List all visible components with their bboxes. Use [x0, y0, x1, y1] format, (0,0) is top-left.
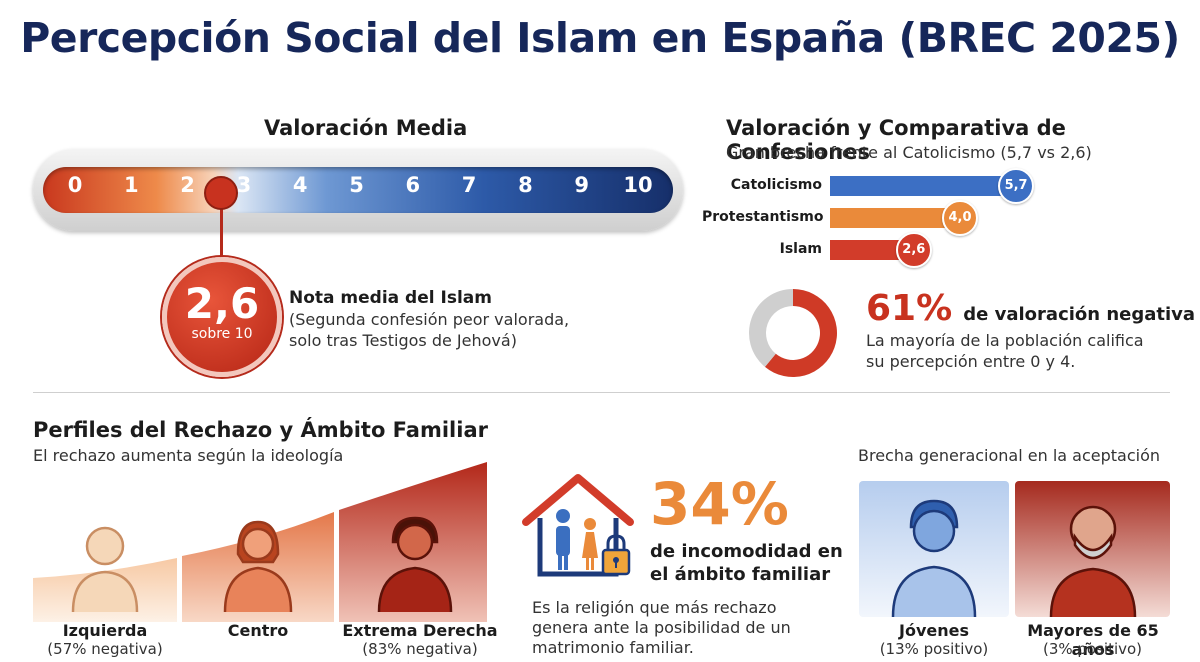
scale-tick: 10: [623, 173, 653, 197]
family-line2: el ámbito familiar: [650, 564, 831, 585]
bar-label: Protestantismo: [702, 209, 824, 225]
average-score-circle: 2,6 sobre 10: [162, 257, 282, 377]
gen-detail-youth: (13% positivo): [879, 640, 989, 658]
profiles-heading: Perfiles del Rechazo y Ámbito Familiar: [33, 418, 488, 442]
scale-tick: 9: [574, 173, 589, 197]
gen-detail-elderly: (3% positivo): [1042, 640, 1143, 658]
scale-tick: 4: [292, 173, 308, 197]
comparison-heading: Valoración y Comparativa de Confesiones: [726, 116, 1066, 164]
negative-label: de valoración negativa: [963, 304, 1196, 325]
page-title: Percepción Social del Islam en España (B…: [20, 14, 1180, 62]
comparison-subtitle: Gran brecha frente al Catolicismo (5,7 v…: [726, 143, 1092, 162]
negative-donut-chart: [749, 289, 837, 377]
scale-heading: Valoración Media: [264, 116, 468, 140]
elderly-card: [1015, 481, 1170, 617]
profile-detail-left: (57% negativa): [47, 640, 163, 658]
note-title: Nota media del Islam: [289, 288, 492, 308]
person-icon: [223, 520, 293, 613]
donut-slice: [749, 289, 793, 367]
person-icon: [71, 526, 139, 613]
bar: [830, 208, 962, 228]
house-family-icon: [522, 474, 634, 577]
negative-line2: su percepción entre 0 y 4.: [866, 352, 1076, 371]
bar-value-label: 2,6: [895, 232, 932, 268]
profile-name-center: Centro: [227, 621, 289, 640]
gen-name-youth: Jóvenes: [899, 621, 969, 640]
bar-value-label: 5,7: [998, 168, 1035, 204]
section-divider: [33, 392, 1170, 393]
bar: [830, 176, 1019, 196]
ideology-rising-chart: [33, 462, 487, 622]
bar-label: Islam: [779, 241, 822, 257]
scale-tick: 1: [123, 173, 139, 197]
scale-marker: [204, 176, 239, 210]
profile-name-right: Extrema Derecha: [342, 621, 498, 640]
family-line1: de incomodidad en: [650, 541, 843, 562]
scale-gradient: [43, 167, 673, 213]
scale-tick: 5: [349, 173, 364, 197]
note-line1: (Segunda confesión peor valorada,: [289, 310, 570, 329]
average-score-value: 2,6: [184, 279, 260, 328]
person-icon: [377, 516, 453, 613]
scale-tick: 6: [405, 173, 421, 197]
family-desc1: Es la religión que más rechazo: [532, 598, 777, 617]
negative-summary: 61% de valoración negativa: [866, 288, 1195, 329]
family-desc3: matrimonio familiar.: [532, 638, 694, 657]
youth-card: [859, 481, 1009, 617]
negative-pct: 61%: [866, 288, 953, 329]
scale-tick: 7: [461, 173, 477, 197]
lock-icon: [601, 534, 631, 576]
scale-tick: 2: [180, 173, 195, 197]
generation-heading: Brecha generacional en la aceptación: [858, 446, 1161, 465]
scale-tick: 3: [236, 173, 252, 197]
scale-marker-stem: [219, 205, 223, 265]
profile-detail-right: (83% negativa): [362, 640, 478, 658]
scale-tick: 0: [67, 173, 83, 197]
average-score-sub: sobre 10: [191, 326, 253, 342]
person-icon: [1049, 505, 1137, 617]
bar-value-label: 4,0: [942, 200, 978, 236]
gen-name-elderly: Mayores de 65 años: [1027, 621, 1159, 659]
person-icon: [891, 499, 977, 617]
scale-tick: 8: [518, 173, 533, 197]
negative-line1: La mayoría de la población califica: [866, 331, 1144, 350]
family-desc2: genera ante la posibilidad de un: [532, 618, 791, 637]
profile-name-left: Izquierda: [62, 621, 148, 640]
bar: [830, 240, 916, 260]
family-pct: 34%: [650, 470, 789, 538]
donut-slice: [764, 289, 837, 377]
profiles-subtitle: El rechazo aumenta según la ideología: [33, 446, 344, 465]
note-line2: solo tras Testigos de Jehová): [289, 331, 517, 350]
bar-label: Catolicismo: [730, 177, 822, 193]
